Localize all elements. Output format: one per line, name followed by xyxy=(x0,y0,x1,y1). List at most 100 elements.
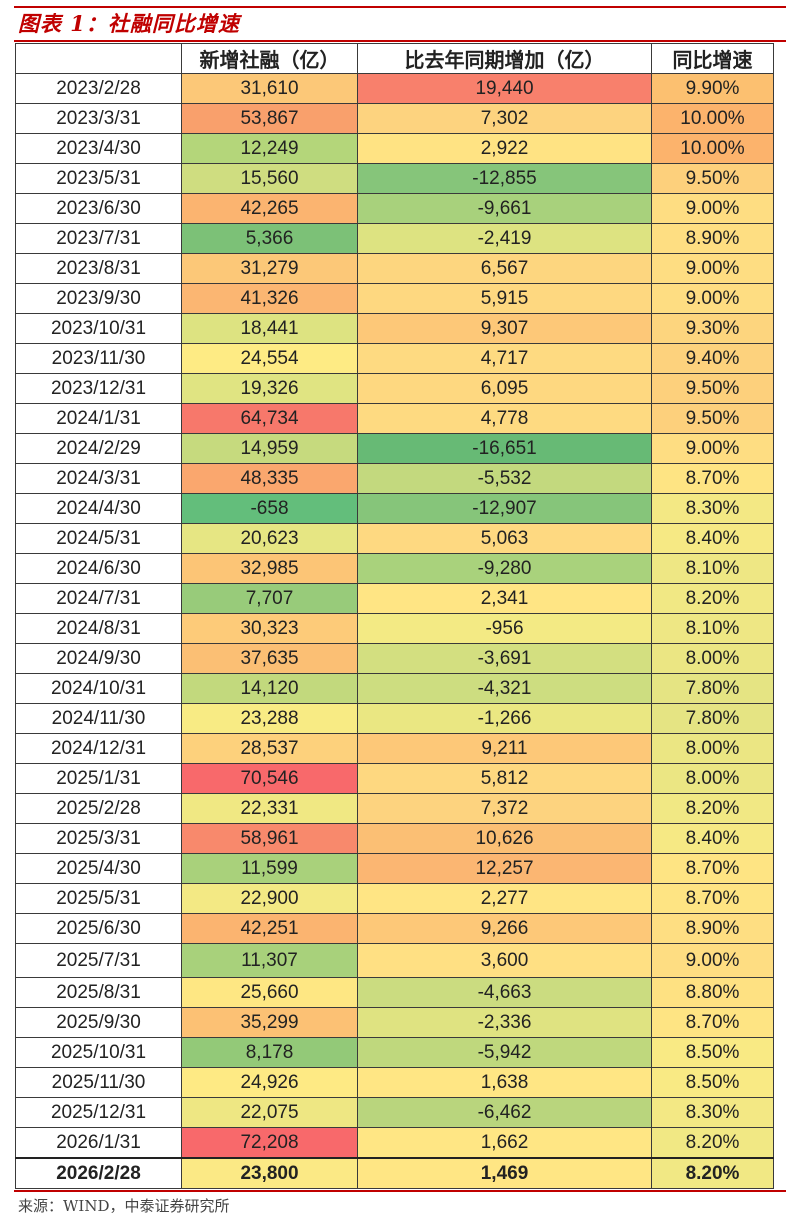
date-cell: 2024/2/29 xyxy=(15,433,182,464)
new-financing-cell: 30,323 xyxy=(181,613,358,644)
yoy-change-cell: 1,469 xyxy=(357,1157,652,1189)
date-cell: 2024/10/31 xyxy=(15,673,182,704)
table-row: 2026/1/31 72,208 1,662 8.20% xyxy=(15,1127,774,1159)
yoy-change-cell: -956 xyxy=(357,613,652,644)
table-row: 2023/12/31 19,326 6,095 9.50% xyxy=(15,373,774,404)
new-financing-cell: 28,537 xyxy=(181,733,358,764)
date-cell: 2024/3/31 xyxy=(15,463,182,494)
date-cell: 2025/10/31 xyxy=(15,1037,182,1068)
yoy-growth-cell: 7.80% xyxy=(651,673,774,704)
new-financing-cell: 53,867 xyxy=(181,103,358,134)
yoy-change-cell: 6,095 xyxy=(357,373,652,404)
source-note: 来源：WIND，中泰证券研究所 xyxy=(18,1197,230,1215)
yoy-growth-cell: 9.00% xyxy=(651,433,774,464)
new-financing-cell: 11,599 xyxy=(181,853,358,884)
date-cell: 2024/1/31 xyxy=(15,403,182,434)
table-row: 2025/2/28 22,331 7,372 8.20% xyxy=(15,793,774,824)
table-row: 2024/11/30 23,288 -1,266 7.80% xyxy=(15,703,774,734)
yoy-change-cell: -3,691 xyxy=(357,643,652,674)
date-cell: 2025/9/30 xyxy=(15,1007,182,1038)
date-cell: 2026/2/28 xyxy=(15,1157,182,1189)
bottom-rule xyxy=(14,1190,786,1192)
date-cell: 2023/11/30 xyxy=(15,343,182,374)
new-financing-cell: 20,623 xyxy=(181,523,358,554)
table-row: 2024/4/30 -658 -12,907 8.30% xyxy=(15,493,774,524)
yoy-change-cell: 7,372 xyxy=(357,793,652,824)
header-yoy-growth: 同比增速 xyxy=(651,43,774,74)
yoy-change-cell: -5,942 xyxy=(357,1037,652,1068)
new-financing-cell: 14,120 xyxy=(181,673,358,704)
yoy-growth-cell: 8.00% xyxy=(651,733,774,764)
table-row: 2023/11/30 24,554 4,717 9.40% xyxy=(15,343,774,374)
top-rule xyxy=(14,6,786,8)
date-cell: 2025/1/31 xyxy=(15,763,182,794)
yoy-change-cell: -12,907 xyxy=(357,493,652,524)
yoy-growth-cell: 10.00% xyxy=(651,103,774,134)
yoy-growth-cell: 8.20% xyxy=(651,1127,774,1159)
table-row: 2023/8/31 31,279 6,567 9.00% xyxy=(15,253,774,284)
new-financing-cell: 25,660 xyxy=(181,977,358,1008)
date-cell: 2024/7/31 xyxy=(15,583,182,614)
yoy-change-cell: 1,662 xyxy=(357,1127,652,1159)
table-row: 2025/1/31 70,546 5,812 8.00% xyxy=(15,763,774,794)
new-financing-cell: 24,926 xyxy=(181,1067,358,1098)
yoy-change-cell: 5,063 xyxy=(357,523,652,554)
date-cell: 2025/6/30 xyxy=(15,913,182,944)
yoy-change-cell: -16,651 xyxy=(357,433,652,464)
yoy-growth-cell: 8.50% xyxy=(651,1067,774,1098)
table-row: 2024/8/31 30,323 -956 8.10% xyxy=(15,613,774,644)
new-financing-cell: 5,366 xyxy=(181,223,358,254)
yoy-growth-cell: 8.30% xyxy=(651,1097,774,1128)
new-financing-cell: 70,546 xyxy=(181,763,358,794)
new-financing-cell: 48,335 xyxy=(181,463,358,494)
table-row: 2023/4/30 12,249 2,922 10.00% xyxy=(15,133,774,164)
table-row: 2024/6/30 32,985 -9,280 8.10% xyxy=(15,553,774,584)
table-row: 2025/9/30 35,299 -2,336 8.70% xyxy=(15,1007,774,1038)
date-cell: 2023/9/30 xyxy=(15,283,182,314)
table-row: 2025/12/31 22,075 -6,462 8.30% xyxy=(15,1097,774,1128)
yoy-change-cell: 4,778 xyxy=(357,403,652,434)
new-financing-cell: 22,075 xyxy=(181,1097,358,1128)
new-financing-cell: 32,985 xyxy=(181,553,358,584)
table-row: 2024/3/31 48,335 -5,532 8.70% xyxy=(15,463,774,494)
yoy-change-cell: 10,626 xyxy=(357,823,652,854)
table-row: 2023/9/30 41,326 5,915 9.00% xyxy=(15,283,774,314)
new-financing-cell: 22,331 xyxy=(181,793,358,824)
yoy-growth-cell: 9.00% xyxy=(651,283,774,314)
yoy-change-cell: 19,440 xyxy=(357,73,652,104)
table-row: 2023/7/31 5,366 -2,419 8.90% xyxy=(15,223,774,254)
date-cell: 2025/12/31 xyxy=(15,1097,182,1128)
yoy-growth-cell: 8.20% xyxy=(651,1157,774,1189)
date-cell: 2023/6/30 xyxy=(15,193,182,224)
yoy-growth-cell: 8.00% xyxy=(651,763,774,794)
new-financing-cell: 12,249 xyxy=(181,133,358,164)
date-cell: 2025/4/30 xyxy=(15,853,182,884)
header-date xyxy=(15,43,182,74)
new-financing-cell: 41,326 xyxy=(181,283,358,314)
table-row: 2025/8/31 25,660 -4,663 8.80% xyxy=(15,977,774,1008)
yoy-growth-cell: 8.70% xyxy=(651,463,774,494)
new-financing-cell: 31,279 xyxy=(181,253,358,284)
table-row: 2025/3/31 58,961 10,626 8.40% xyxy=(15,823,774,854)
yoy-change-cell: 9,307 xyxy=(357,313,652,344)
yoy-change-cell: 1,638 xyxy=(357,1067,652,1098)
table-row: 2025/5/31 22,900 2,277 8.70% xyxy=(15,883,774,914)
new-financing-cell: 72,208 xyxy=(181,1127,358,1159)
header-yoy-change: 比去年同期增加（亿） xyxy=(357,43,652,74)
yoy-change-cell: -5,532 xyxy=(357,463,652,494)
yoy-growth-cell: 8.70% xyxy=(651,1007,774,1038)
yoy-change-cell: 2,277 xyxy=(357,883,652,914)
yoy-growth-cell: 9.40% xyxy=(651,343,774,374)
yoy-growth-cell: 8.90% xyxy=(651,913,774,944)
date-cell: 2024/9/30 xyxy=(15,643,182,674)
yoy-growth-cell: 8.20% xyxy=(651,583,774,614)
yoy-change-cell: 12,257 xyxy=(357,853,652,884)
table-row: 2023/6/30 42,265 -9,661 9.00% xyxy=(15,193,774,224)
yoy-growth-cell: 8.30% xyxy=(651,493,774,524)
yoy-growth-cell: 7.80% xyxy=(651,703,774,734)
date-cell: 2023/12/31 xyxy=(15,373,182,404)
yoy-change-cell: -1,266 xyxy=(357,703,652,734)
date-cell: 2025/5/31 xyxy=(15,883,182,914)
yoy-growth-cell: 9.30% xyxy=(651,313,774,344)
yoy-growth-cell: 8.80% xyxy=(651,977,774,1008)
